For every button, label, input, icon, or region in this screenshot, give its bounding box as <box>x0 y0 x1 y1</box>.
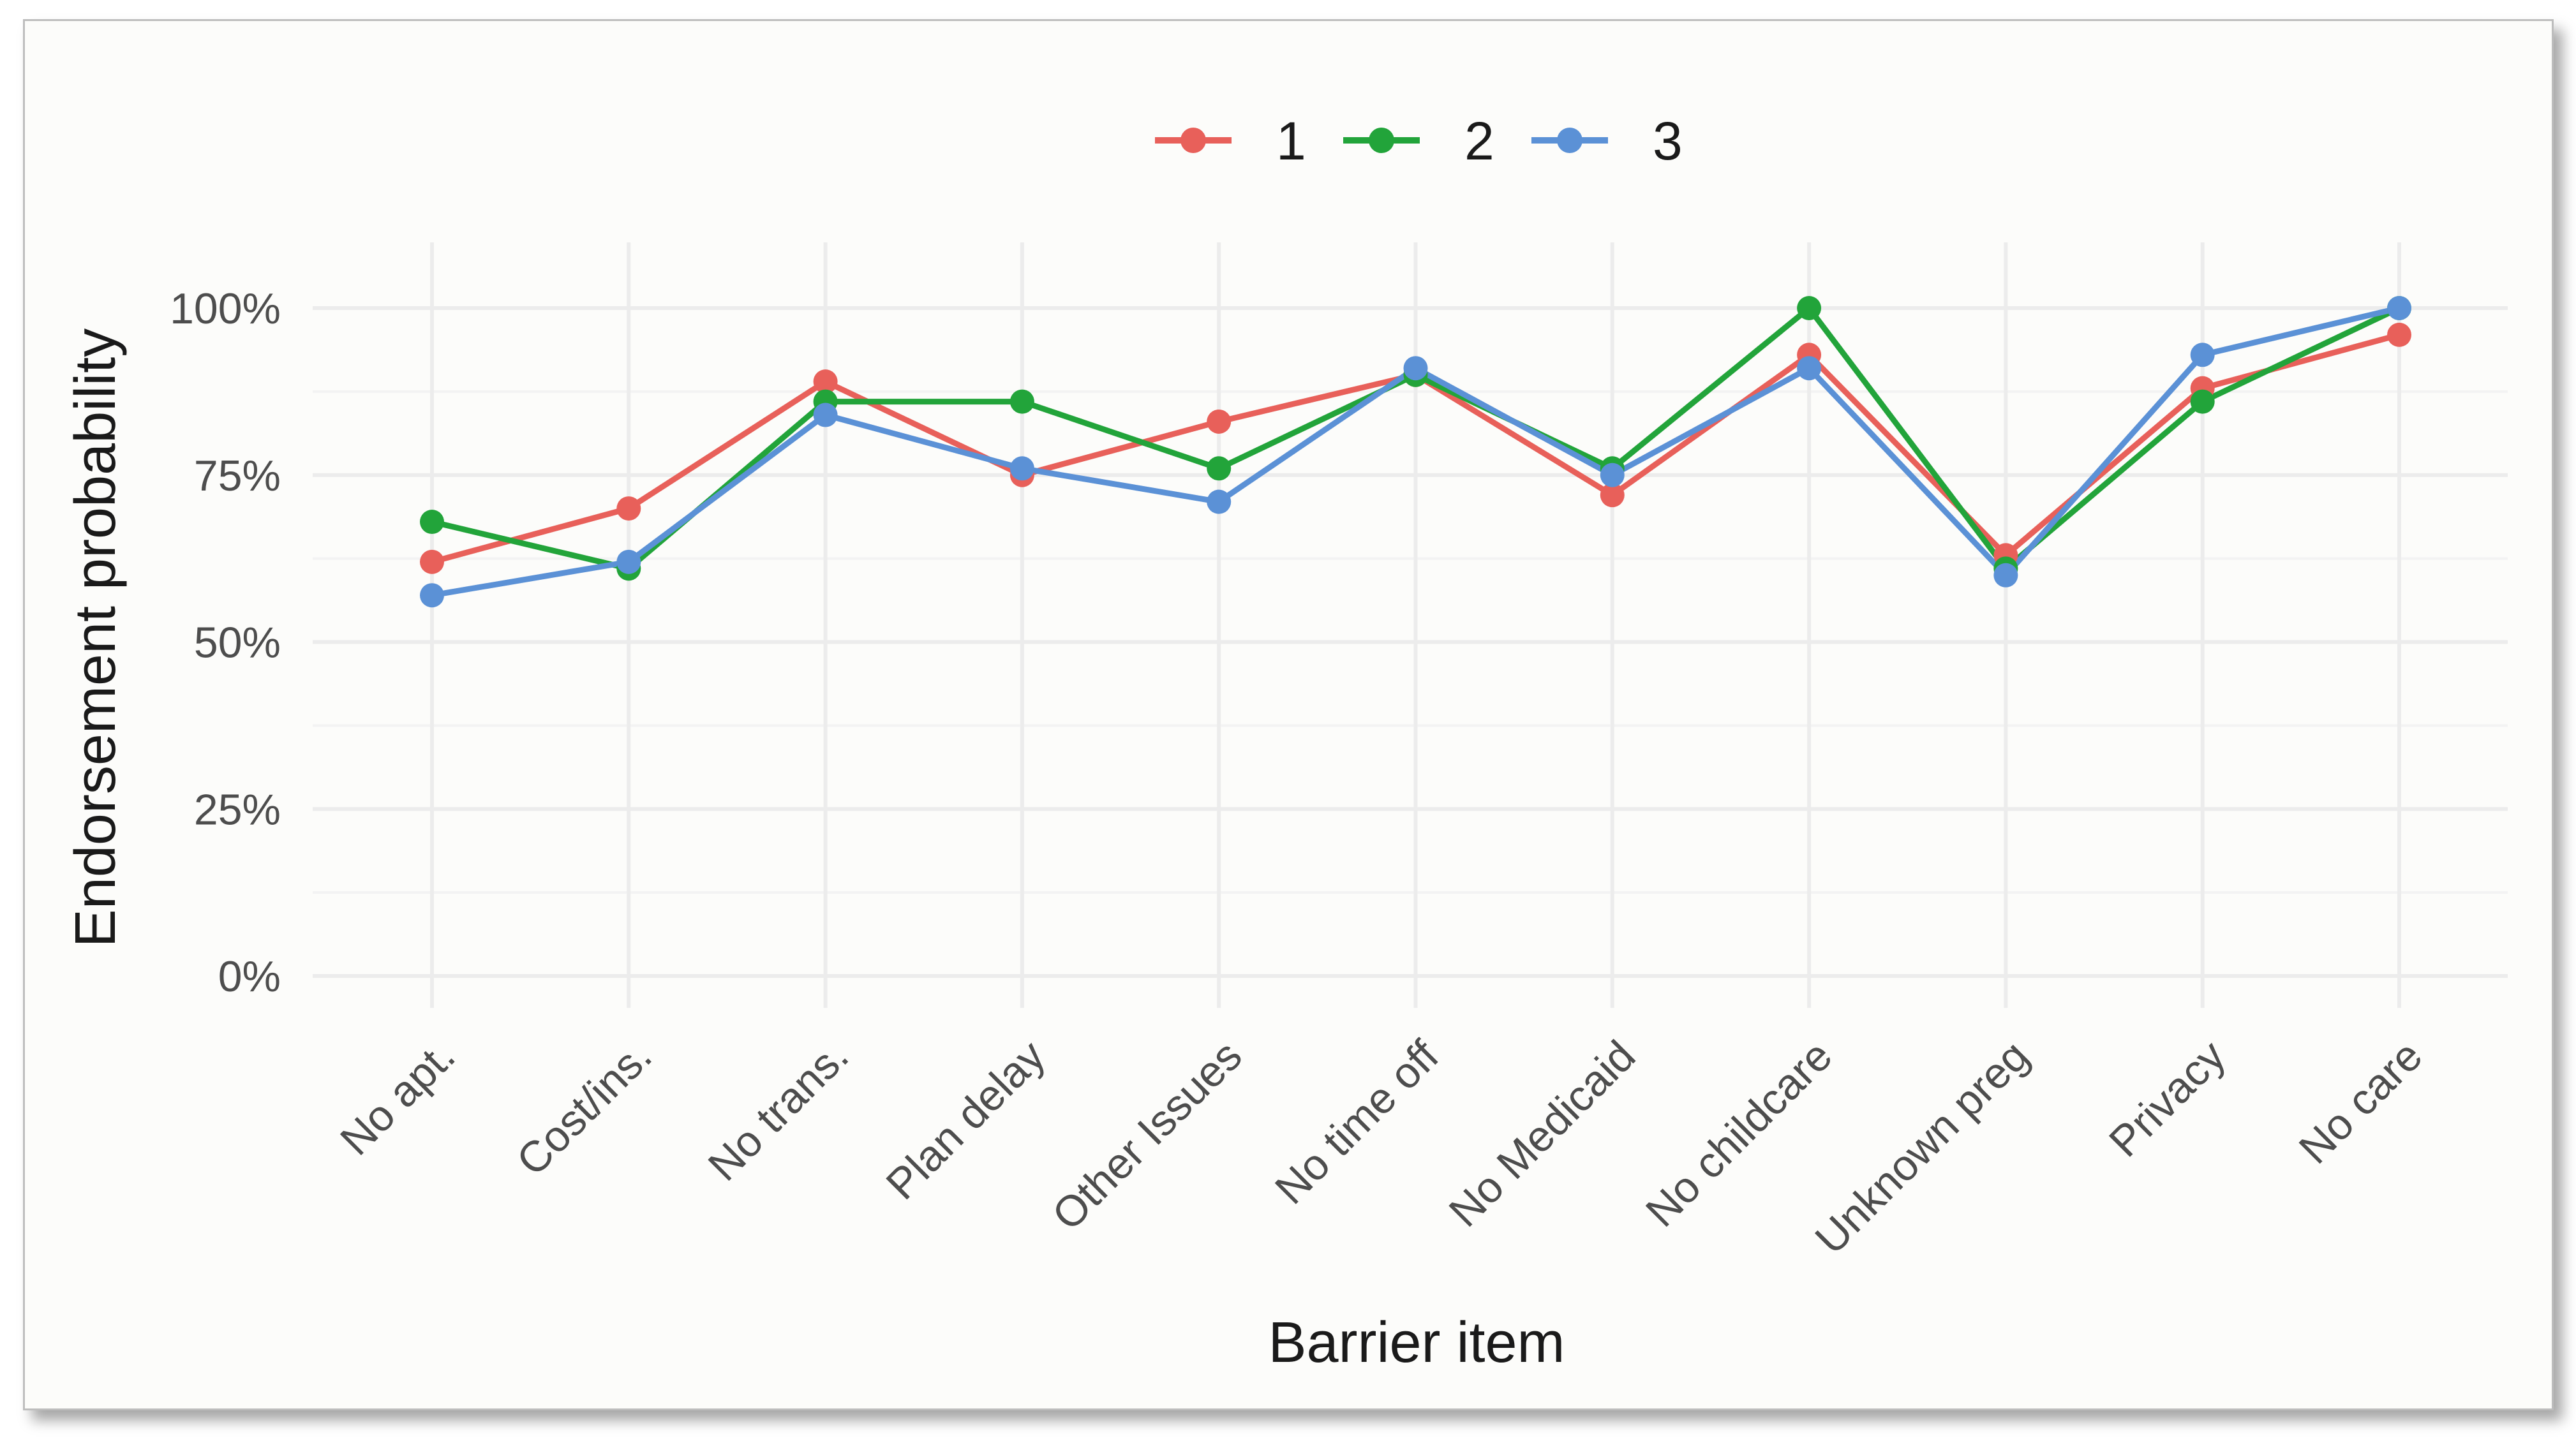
data-point-3 <box>1207 489 1232 514</box>
data-point-2 <box>2190 389 2215 414</box>
x-tick-label: No care <box>2289 1031 2431 1173</box>
legend-key-point-2 <box>1369 128 1394 153</box>
x-tick-label: Cost/ins. <box>507 1031 661 1185</box>
x-tick-labels: No apt. Cost/ins. No trans. Plan delayOther… <box>331 1031 2432 1264</box>
x-axis-title: Barrier item <box>1268 1311 1565 1375</box>
chart-frame <box>23 19 2554 1410</box>
x-tick-label: No Medicaid <box>1440 1031 1644 1236</box>
y-tick-labels: 0% 25% 50% 75% 100% <box>170 285 281 1001</box>
data-point-3 <box>1403 356 1428 381</box>
series-points <box>420 296 2411 608</box>
y-tick-label: 75% <box>194 452 281 500</box>
legend: 1 2 3 <box>1155 111 1683 171</box>
grid-lines <box>313 242 2508 1008</box>
data-point-3 <box>420 583 444 608</box>
data-point-3 <box>813 403 838 427</box>
data-point-3 <box>1993 563 2018 587</box>
data-point-1 <box>813 369 838 394</box>
x-tick-label: No apt. <box>331 1031 465 1165</box>
legend-label-1: 1 <box>1276 111 1306 171</box>
data-point-2 <box>1009 389 1034 414</box>
data-point-2 <box>1797 296 1822 320</box>
data-point-1 <box>420 549 444 574</box>
data-point-3 <box>2190 343 2215 367</box>
legend-key-point-1 <box>1180 128 1206 153</box>
x-tick-label: No trans. <box>699 1031 858 1190</box>
y-tick-label: 0% <box>218 952 281 1001</box>
x-tick-label: No childcare <box>1637 1031 1842 1236</box>
y-tick-label: 25% <box>194 785 281 834</box>
data-point-1 <box>1207 409 1232 434</box>
data-point-1 <box>1600 483 1625 508</box>
y-tick-label: 100% <box>170 285 281 333</box>
data-point-3 <box>1600 462 1625 487</box>
legend-key-point-3 <box>1557 128 1582 153</box>
x-tick-label: Plan delay <box>877 1031 1054 1209</box>
data-point-2 <box>420 510 444 535</box>
data-point-3 <box>1797 356 1822 381</box>
x-tick-label: Privacy <box>2100 1031 2235 1166</box>
data-point-1 <box>616 496 641 521</box>
legend-label-2: 2 <box>1464 111 1494 171</box>
x-tick-label: Other Issues <box>1043 1031 1251 1239</box>
y-tick-label: 50% <box>194 619 281 667</box>
legend-label-3: 3 <box>1653 111 1683 171</box>
data-point-1 <box>2387 322 2411 347</box>
data-point-3 <box>616 549 641 574</box>
data-point-3 <box>1009 456 1034 481</box>
x-tick-label: No time off <box>1266 1031 1448 1213</box>
data-point-2 <box>1207 456 1232 481</box>
y-axis-title: Endorsement probability <box>64 329 128 948</box>
data-point-3 <box>2387 296 2411 320</box>
